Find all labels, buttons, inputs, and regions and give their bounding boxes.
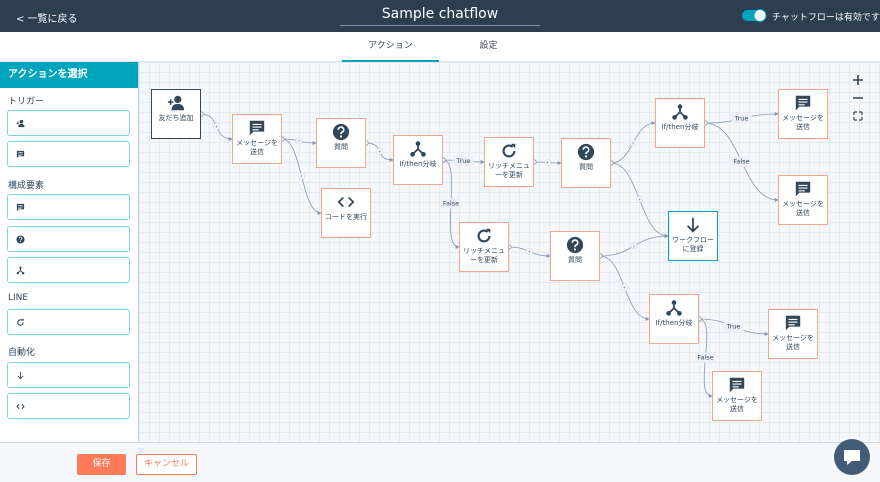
sidebar-title: アクションを選択 [0,62,138,88]
action-button[interactable]: メッセージを受信 [7,141,130,167]
toggle[interactable] [742,9,767,22]
flow-node[interactable]: メッセージを送信 [712,371,762,421]
icon [728,376,746,394]
node-label: 質問 [334,143,348,151]
flow-node[interactable]: 質問 [316,118,366,168]
node-label: コードを実行 [325,213,367,221]
flow-node[interactable]: コードを実行 [321,188,371,238]
icon [671,103,689,121]
flow-node[interactable]: メッセージを送信 [778,175,828,225]
section-heading: LINE [8,293,29,303]
sidebar: アクションを選択 トリガー友だち追加メッセージを受信構成要素メッセージを送信質問… [0,62,139,442]
action-button[interactable]: リッチメニューを更新 [7,309,130,335]
node-label: 質問 [579,163,593,171]
flow-node[interactable]: 質問 [550,231,600,281]
icon [16,203,25,212]
flow-node[interactable]: If/then分岐 [393,135,443,185]
icon [16,266,25,275]
flow-node[interactable]: If/then分岐 [649,294,699,344]
flow-node[interactable]: メッセージを送信 [768,309,818,359]
node-label: メッセージを送信 [782,114,824,131]
flow-node[interactable]: 友だち追加 [151,89,201,139]
flow-node[interactable]: If/then分岐 [655,98,705,148]
icon [16,402,25,411]
zoom-icons[interactable] [848,72,868,126]
action-button[interactable]: コードを実行 [7,393,130,419]
action-button[interactable]: 質問 [7,226,130,252]
node-label: メッセージを送信 [716,396,758,413]
icon [409,140,427,158]
action-button[interactable]: メッセージを送信 [7,194,130,220]
icon [16,371,25,380]
section-heading: 自動化 [8,348,36,358]
icon [332,123,350,141]
section-heading: トリガー [8,97,45,107]
node-label: メッセージを送信 [236,139,278,156]
node-label: ワークフローに登録 [672,236,714,253]
tab[interactable]: アクション [342,32,439,62]
node-label: If/then分岐 [399,160,437,168]
node-label: 質問 [568,256,582,264]
icon [784,314,802,332]
status-text: チャットフローは有効です [772,13,880,23]
top-bar: < 一覧に戻る Sample chatflow チャットフローは有効です [0,0,880,32]
footer: 保存 キャンセル [0,439,880,482]
cancel-button[interactable]: キャンセル [136,454,197,475]
icon [16,150,25,159]
node-label: リッチメニューを更新 [463,247,505,264]
action-button[interactable]: ワークフローに登録 [7,362,130,388]
chat-launcher[interactable] [833,438,871,476]
icon [337,193,355,211]
icon [475,227,493,245]
icon [665,299,683,317]
save-button[interactable]: 保存 [77,454,126,475]
icon [794,94,812,112]
tab[interactable]: 設定 [479,41,498,51]
node-label: If/then分岐 [661,123,699,131]
flow-title[interactable]: Sample chatflow [340,6,540,26]
section-heading: 構成要素 [8,181,45,191]
icon [167,94,185,112]
action-button[interactable]: If/then分岐 [7,257,130,283]
node-label: メッセージを送信 [772,334,814,351]
icon [16,318,25,327]
back-link[interactable]: < 一覧に戻る [16,14,78,25]
flow-node[interactable]: リッチメニューを更新 [484,137,534,187]
action-button[interactable]: 友だち追加 [7,110,130,136]
flow-node[interactable]: メッセージを送信 [778,89,828,139]
icon [500,142,518,160]
node-label: メッセージを送信 [782,200,824,217]
icon [566,236,584,254]
flow-node[interactable]: 質問 [561,138,611,188]
flow-node[interactable]: メッセージを送信 [232,114,282,164]
flow-node[interactable]: ワークフローに登録 [668,211,718,261]
flow-node[interactable]: リッチメニューを更新 [459,222,509,272]
icon [577,143,595,161]
icon [794,180,812,198]
node-label: リッチメニューを更新 [488,162,530,179]
icon [16,119,25,128]
node-label: If/then分岐 [655,319,693,327]
node-label: 友だち追加 [158,114,194,122]
icon [684,216,702,234]
zoom-controls [848,72,868,131]
tab-bar: アクション 設定 [0,32,880,62]
icon [248,119,266,137]
icon [16,235,25,244]
